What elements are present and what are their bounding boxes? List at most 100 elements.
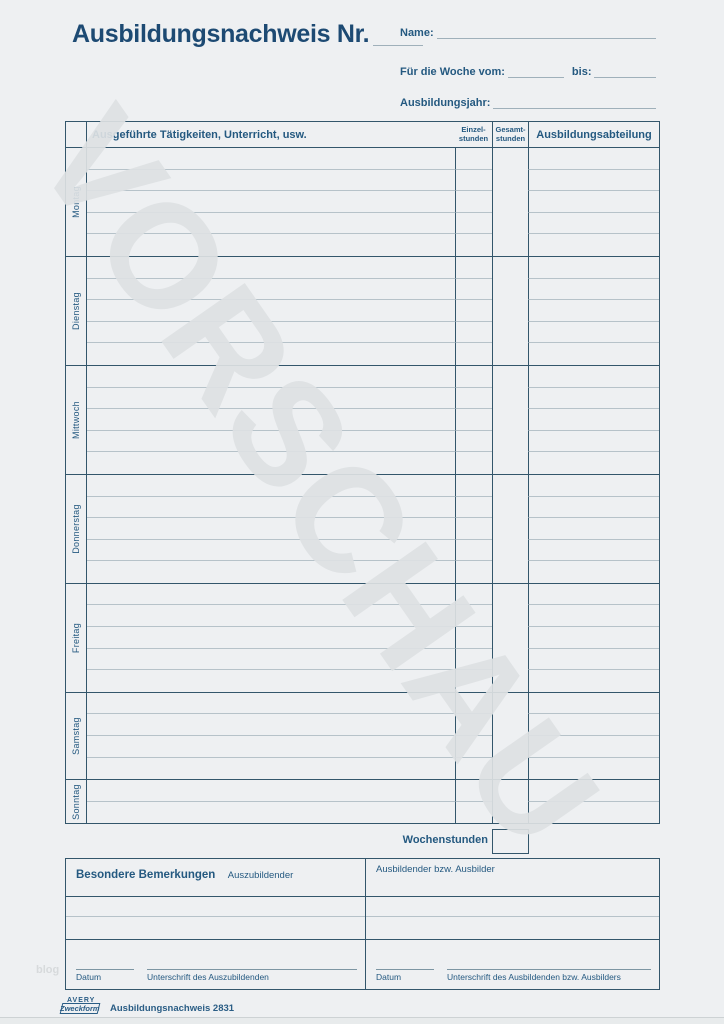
- entry-row: [87, 148, 659, 170]
- department-cell: [528, 256, 659, 279]
- entry-row: [87, 757, 659, 780]
- trainee-remarks-column: Besondere Bemerkungen Auszubildender Dat…: [66, 859, 366, 989]
- single-hours-cell: [455, 148, 492, 170]
- entry-row: [87, 169, 659, 192]
- entry-row: [87, 539, 659, 562]
- activity-cell: [87, 714, 455, 737]
- day-label: Freitag: [71, 622, 81, 653]
- entry-row: [87, 343, 659, 365]
- single-hours-cell: [455, 169, 492, 192]
- entry-row: [87, 191, 659, 213]
- single-hours-cell: [455, 583, 492, 606]
- total-hours-cell: [492, 474, 528, 497]
- remarks-title: Besondere Bemerkungen: [76, 869, 216, 881]
- entry-row: [87, 692, 659, 715]
- trainer-signature-row: Datum Unterschrift des Ausbildenden bzw.…: [366, 940, 659, 989]
- trainer-remarks-header: Ausbildender bzw. Ausbilder: [366, 859, 659, 897]
- day-label: Donnerstag: [71, 504, 81, 554]
- total-hours-cell: [492, 409, 528, 431]
- activity-cell: [87, 540, 455, 562]
- column-header-single-hours: Einzel- stunden: [458, 124, 489, 143]
- single-hours-cell: [455, 430, 492, 453]
- day-rows: [87, 365, 659, 474]
- single-hours-cell: [455, 496, 492, 519]
- page-edge: [0, 1017, 724, 1024]
- trainee-remarks-line: [66, 897, 365, 917]
- department-cell: [528, 191, 659, 213]
- week-to-label: bis:: [571, 66, 592, 78]
- title-row: Ausbildungsnachweis Nr.: [72, 20, 424, 49]
- day-label-cell: Freitag: [66, 583, 87, 692]
- department-cell: [528, 474, 659, 497]
- single-hours-cell: [455, 627, 492, 649]
- single-hours-cell: [455, 670, 492, 692]
- total-hours-cell: [492, 169, 528, 192]
- day-section: Samstag: [66, 692, 659, 781]
- day-label: Mittwoch: [71, 400, 81, 439]
- total-hours-cell: [492, 714, 528, 737]
- single-hours-cell: [455, 780, 492, 802]
- department-cell: [528, 627, 659, 649]
- activity-cell: [87, 736, 455, 758]
- single-hours-cell: [455, 409, 492, 431]
- trainer-remarks-line: [366, 917, 659, 940]
- total-hours-cell: [492, 430, 528, 453]
- entry-row: [87, 518, 659, 540]
- trainee-label: Auszubildender: [227, 870, 294, 881]
- day-label-cell: Dienstag: [66, 256, 87, 365]
- entry-row: [87, 234, 659, 256]
- single-hours-cell: [455, 518, 492, 540]
- total-hours-cell: [492, 148, 528, 170]
- department-cell: [528, 780, 659, 802]
- single-hours-cell: [455, 365, 492, 388]
- department-cell: [528, 212, 659, 235]
- activity-cell: [87, 213, 455, 235]
- entry-row: [87, 387, 659, 410]
- week-from-fill-line: [507, 65, 564, 78]
- day-rows: [87, 474, 659, 583]
- single-hours-cell: [455, 539, 492, 562]
- page-title: Ausbildungsnachweis Nr.: [72, 20, 370, 48]
- single-hours-cell: [455, 387, 492, 410]
- single-hours-cell: [455, 234, 492, 256]
- department-cell: [528, 321, 659, 344]
- total-hours-cell: [492, 300, 528, 322]
- department-cell: [528, 343, 659, 365]
- entry-row: [87, 212, 659, 235]
- total-hours-cell: [492, 539, 528, 562]
- entry-row: [87, 409, 659, 431]
- activity-cell: [87, 561, 455, 583]
- department-cell: [528, 692, 659, 715]
- trainee-signature-field: Unterschrift des Auszubildenden: [147, 969, 357, 982]
- training-year-label: Ausbildungsjahr:: [400, 97, 491, 109]
- entry-row: [87, 256, 659, 279]
- total-hours-cell: [492, 234, 528, 256]
- activity-cell: [87, 605, 455, 628]
- entry-row: [87, 365, 659, 388]
- department-cell: [528, 648, 659, 671]
- single-hours-cell: [455, 191, 492, 213]
- column-header-total-hours: Gesamt- stunden: [492, 122, 528, 147]
- total-hours-cell: [492, 452, 528, 474]
- activity-cell: [87, 191, 455, 213]
- title-number-line: [373, 45, 424, 46]
- entry-row: [87, 736, 659, 758]
- total-hours-cell: [492, 212, 528, 235]
- single-hours-cell: [455, 343, 492, 365]
- activity-cell: [87, 693, 455, 715]
- single-hours-cell: [455, 757, 492, 780]
- entry-row: [87, 496, 659, 519]
- entry-row: [87, 801, 659, 824]
- department-cell: [528, 300, 659, 322]
- activity-cell: [87, 234, 455, 256]
- entry-row: [87, 452, 659, 474]
- year-field-row: Ausbildungsjahr:: [400, 96, 656, 109]
- department-cell: [528, 452, 659, 474]
- day-section: Dienstag: [66, 256, 659, 366]
- day-label-cell: Donnerstag: [66, 474, 87, 583]
- day-label-cell: Montag: [66, 148, 87, 256]
- activity-cell: [87, 388, 455, 410]
- department-cell: [528, 409, 659, 431]
- entry-row: [87, 583, 659, 606]
